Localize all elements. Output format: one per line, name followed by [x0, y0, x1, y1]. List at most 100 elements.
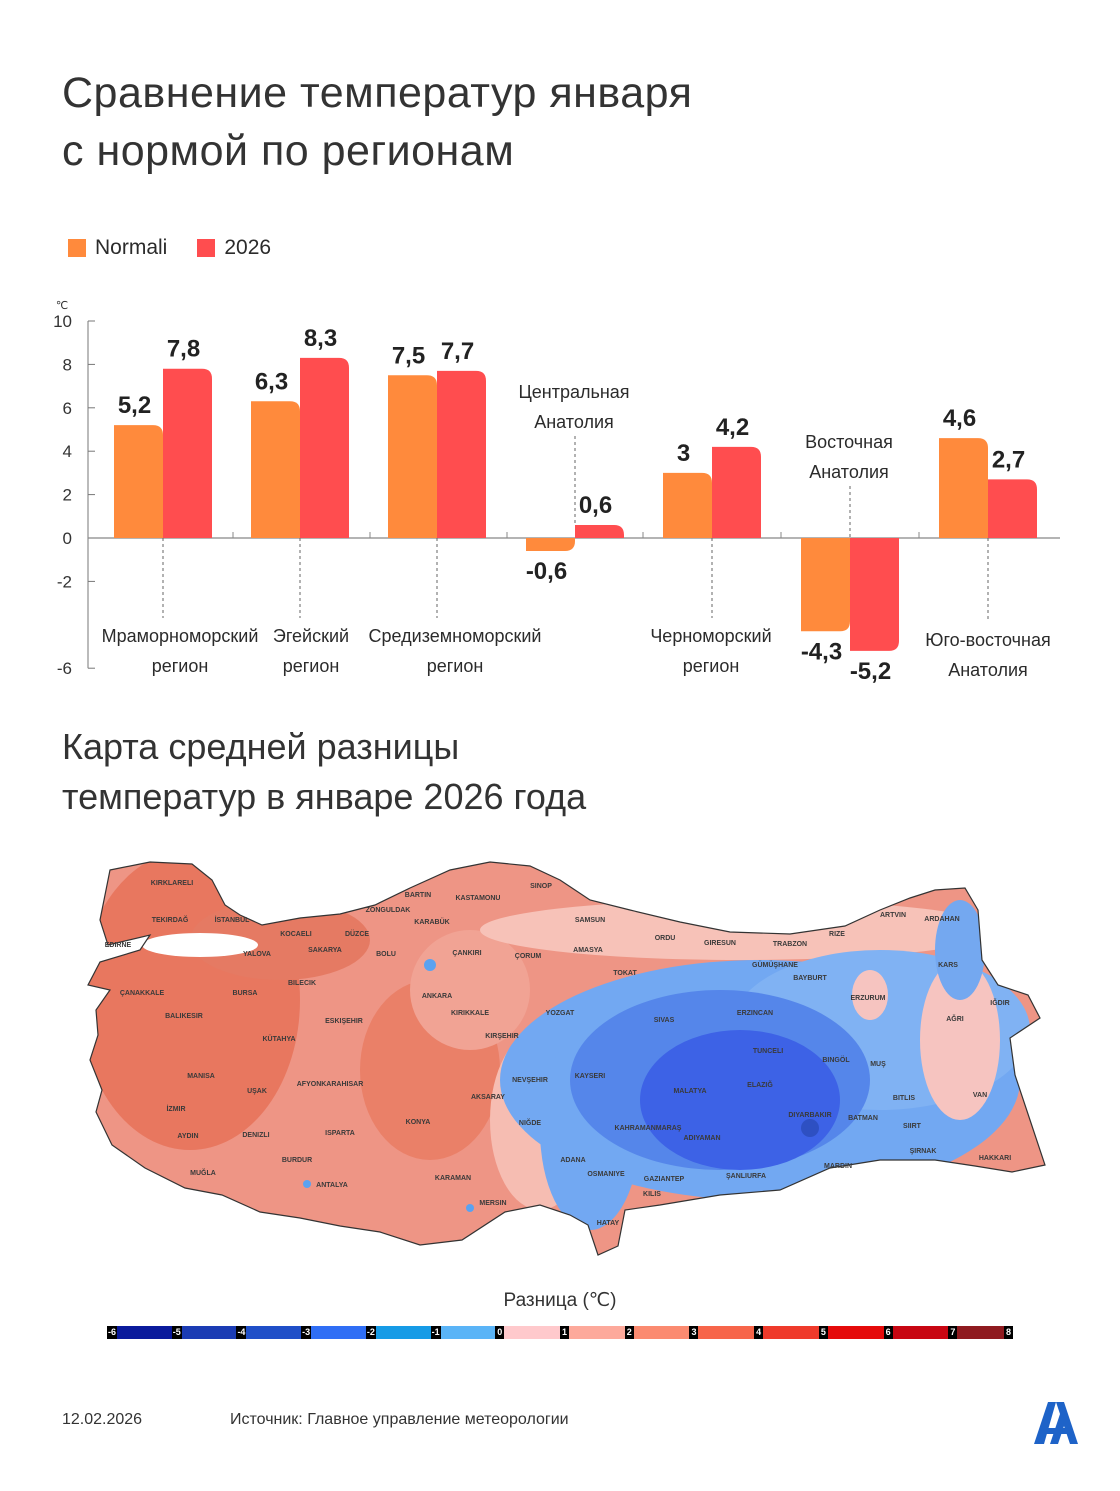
legend-label: Normali: [95, 236, 168, 259]
province-label: MUŞ: [870, 1061, 886, 1068]
scale-segment: -1: [430, 1326, 496, 1339]
province-label: BURDUR: [282, 1157, 312, 1164]
scale-segment: 4: [754, 1326, 819, 1339]
data-label: 7,7: [441, 338, 474, 365]
province-label: RIZE: [829, 931, 845, 938]
data-label: 4,6: [943, 405, 976, 432]
province-label: İZMIR: [166, 1105, 185, 1113]
province-label: KONYA: [406, 1119, 431, 1126]
province-label: DENIZLI: [242, 1132, 269, 1139]
category-label: Черноморский: [650, 626, 771, 646]
province-label: AĞRI: [946, 1014, 964, 1023]
scale-segment: -2: [365, 1326, 431, 1339]
map-title-line: Карта средней разницы: [62, 726, 460, 767]
province-label: TRABZON: [773, 941, 807, 948]
province-label: YALOVA: [243, 951, 271, 958]
province-label: GIRESUN: [704, 940, 736, 947]
province-label: KOCAELI: [280, 931, 312, 938]
bar-normali: [114, 425, 163, 538]
province-label: BAYBURT: [793, 975, 827, 982]
legend-label: 2026: [224, 236, 272, 259]
bar-2026: [300, 357, 349, 538]
title-line: с нормой по регионам: [62, 127, 515, 175]
legend-item-2026: 2026: [197, 236, 271, 260]
province-label: ZONGULDAK: [366, 907, 411, 914]
aa-logo: [1034, 1402, 1078, 1444]
bar-normali: [526, 538, 575, 552]
province-label: OSMANIYE: [587, 1171, 625, 1178]
category-label: регион: [683, 656, 740, 676]
province-label: VAN: [973, 1092, 987, 1099]
scale-segment: 6: [883, 1326, 949, 1339]
scale-tick-label: -6: [107, 1326, 118, 1339]
province-label: ERZURUM: [851, 995, 886, 1002]
y-axis-unit: ℃: [56, 300, 68, 312]
legend-swatch: [68, 239, 86, 257]
bar-2026: [437, 370, 486, 538]
province-label: MARDIN: [824, 1163, 852, 1170]
province-label: GÜMÜŞHANE: [752, 960, 798, 969]
province-label: İSTANBUL: [215, 916, 251, 924]
province-label: ARDAHAN: [924, 916, 959, 923]
province-label: ELAZIĞ: [747, 1080, 773, 1089]
province-label: SIVAS: [654, 1017, 675, 1024]
scale-tick-label: 0: [495, 1326, 505, 1339]
scale-tick-label: 4: [754, 1326, 764, 1339]
province-label: HAKKARI: [979, 1155, 1011, 1162]
province-label: MERSIN: [479, 1200, 506, 1207]
province-label: ADIYAMAN: [683, 1135, 720, 1142]
legend-item-normali: Normali: [68, 236, 167, 260]
scale-tick-label: -2: [365, 1326, 376, 1339]
province-label: NIĞDE: [519, 1118, 542, 1127]
province-label: MALATYA: [673, 1088, 706, 1095]
province-label: KAYSERI: [575, 1073, 606, 1080]
y-tick-label: 4: [63, 442, 72, 461]
bar-2026: [850, 538, 899, 651]
bar-normali: [251, 401, 300, 538]
province-label: KIRKLARELI: [151, 880, 193, 887]
data-label: 7,5: [392, 342, 425, 369]
scale-tick-label: -1: [430, 1326, 441, 1339]
province-label: BATMAN: [848, 1115, 878, 1122]
scale-tick-label: 8: [1004, 1326, 1014, 1339]
category-label: Восточная: [805, 432, 893, 452]
chart-legend: Normali 2026: [68, 236, 271, 260]
map-title: Карта средней разницы температур в январ…: [62, 722, 586, 822]
data-label: 8,3: [304, 325, 337, 352]
scale-segment: -6: [107, 1326, 172, 1339]
category-label: Анатолия: [534, 412, 614, 432]
province-label: ERZINCAN: [737, 1010, 773, 1017]
data-label: 7,8: [167, 336, 200, 363]
province-label: DÜZCE: [345, 929, 369, 938]
data-label: 4,2: [716, 414, 749, 441]
y-tick-label: 10: [53, 312, 72, 331]
scale-tick-label: 1: [560, 1326, 570, 1339]
publish-date: 12.02.2026: [62, 1411, 143, 1428]
scale-segment: 3: [689, 1326, 755, 1339]
data-label: -5,2: [850, 658, 891, 685]
bar-2026: [712, 446, 761, 538]
scale-segment: 2: [624, 1326, 690, 1339]
source-note: Источник: Главное управление метеорологи…: [230, 1411, 569, 1428]
bar-normali: [939, 438, 988, 538]
province-label: UŞAK: [247, 1088, 267, 1095]
province-label: MANISA: [187, 1073, 215, 1080]
data-label: 5,2: [118, 392, 151, 419]
page-title: Сравнение температур января с нормой по …: [62, 64, 692, 180]
province-label: TOKAT: [613, 970, 637, 977]
scale-tick-label: -5: [171, 1326, 182, 1339]
y-tick-label: 2: [63, 486, 72, 505]
province-label: AMASYA: [573, 947, 603, 954]
data-label: 6,3: [255, 368, 288, 395]
scale-tick-label: 7: [948, 1326, 958, 1339]
map-title-line: температур в январе 2026 года: [62, 776, 587, 817]
province-label: KASTAMONU: [456, 895, 501, 902]
scale-segment: 0: [495, 1326, 561, 1339]
data-label: 2,7: [992, 446, 1025, 473]
data-label: 0,6: [579, 492, 612, 519]
scale-tick-label: 6: [883, 1326, 893, 1339]
province-label: DIYARBAKIR: [788, 1112, 831, 1119]
province-label: ISPARTA: [325, 1130, 355, 1137]
province-label: ŞANLIURFA: [726, 1173, 766, 1180]
data-label: 3: [677, 440, 690, 467]
